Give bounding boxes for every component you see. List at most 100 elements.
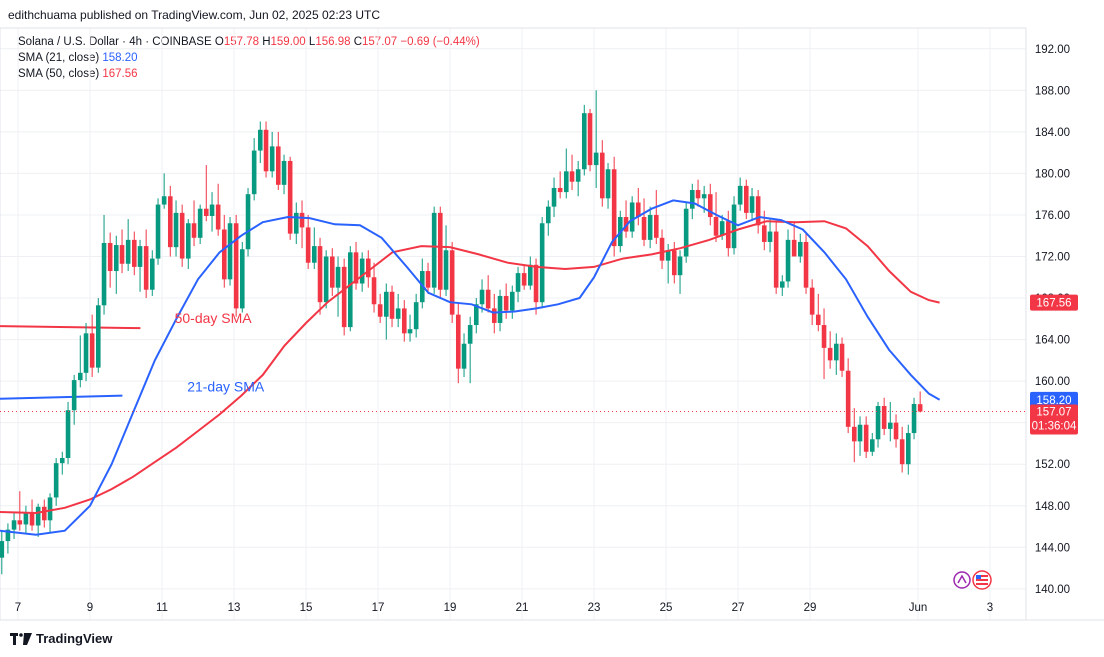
sma21-row[interactable]: SMA (21, close) 158.20 [18,50,480,66]
time-tick-label: 19 [444,602,457,614]
candle-body [485,289,491,309]
candle-body [83,333,89,373]
last-price-tag: 157.07 01:36:04 [1030,404,1078,435]
candle-body [89,333,95,368]
time-tick-label: 9 [87,602,93,614]
time-tick-label: 21 [516,602,529,614]
time-tick-label: 27 [732,602,745,614]
time-tick-label: 13 [228,602,241,614]
close-value: 157.07 [362,36,398,48]
sma50-value: 167.56 [102,68,138,80]
candle-body [587,113,593,166]
sma-annotation: 50-day SMA [175,310,253,326]
candle-body [551,187,557,207]
candle-body [683,208,689,257]
tradingview-brand: TradingView [36,631,113,646]
candle-body [407,329,413,334]
candle-body [443,250,449,290]
candle-body [635,202,641,218]
candle-body [143,246,149,290]
tradingview-footer[interactable]: TradingView [10,631,112,646]
candle-body [773,231,779,288]
candle-body [875,406,881,440]
sma21-value: 158.20 [102,52,138,64]
candle-body [581,113,587,170]
annotations: 50-day SMA 21-day SMA [175,310,265,395]
flag-stripe-2 [976,579,988,581]
price-tick-label: 148.00 [1035,501,1070,513]
sma-annotation: 21-day SMA [187,379,265,395]
candle-body [605,169,611,199]
tradingview-logo-icon [10,632,32,645]
symbol-title[interactable]: Solana / U.S. Dollar · 4h · COINBASE [18,36,212,48]
price-tick-label: 160.00 [1035,376,1070,388]
candle-body [149,258,155,290]
candle-body [0,541,5,558]
candle-body [863,424,869,452]
candle-body [749,196,755,213]
candle-body [467,325,473,344]
candle-body [779,281,785,288]
candles [0,90,923,575]
candle-body [689,190,695,209]
candle-body [671,250,677,276]
event-icons[interactable] [953,570,992,590]
candle-body [809,287,815,315]
candle-body [227,223,233,280]
candle-body [569,171,575,182]
chart-legend: Solana / U.S. Dollar · 4h · COINBASE O15… [18,34,480,82]
candle-body [155,204,161,259]
candle-body [497,295,503,323]
symbol-row: Solana / U.S. Dollar · 4h · COINBASE O15… [18,34,480,50]
candle-body [23,511,29,525]
candle-body [839,343,845,371]
crypto-event-icon [953,571,971,589]
candle-body [557,187,563,193]
time-tick-label: 29 [804,602,817,614]
candle-body [599,152,605,199]
candle-body [359,258,365,284]
candle-body [371,277,377,305]
sma21-line [0,199,941,536]
candle-body [5,529,11,542]
change-value: −0.69 (−0.44%) [400,36,480,48]
candle-body [347,252,353,328]
price-tick-label: 176.00 [1035,210,1070,222]
candle-body [113,245,119,272]
candle-body [719,221,725,236]
high-value: 159.00 [270,36,306,48]
candle-body [881,406,887,429]
candle-body [677,256,683,276]
candle-body [893,422,899,440]
close-label: C [353,36,363,48]
candle-body [647,214,653,240]
candle-body [431,212,437,288]
candle-body [707,194,713,218]
candle-body [833,343,839,361]
candle-body [233,223,239,309]
candle-body [281,160,287,185]
price-axis: 140.00144.00148.00152.00156.00160.00164.… [1035,44,1070,596]
candle-body [659,237,665,261]
price-tick-label: 172.00 [1035,251,1070,263]
candle-body [629,202,635,232]
crypto-event-glyph [957,574,967,584]
candle-body [611,169,617,247]
low-label: L [308,36,316,48]
sma50-row[interactable]: SMA (50, close) 167.56 [18,66,480,82]
candle-body [17,520,23,525]
candle-body [203,208,209,216]
candle-body [383,291,389,317]
candle-body [341,266,347,328]
price-tick-label: 152.00 [1035,459,1070,471]
candle-body [701,194,707,199]
last-price-text: 157.07 [1036,407,1071,419]
candle-body [491,308,497,323]
candle-body [65,410,71,458]
candle-body [737,185,743,205]
sma50-line [0,220,940,515]
candle-body [821,325,827,348]
candle-body [209,204,215,216]
candle-body [869,439,875,452]
